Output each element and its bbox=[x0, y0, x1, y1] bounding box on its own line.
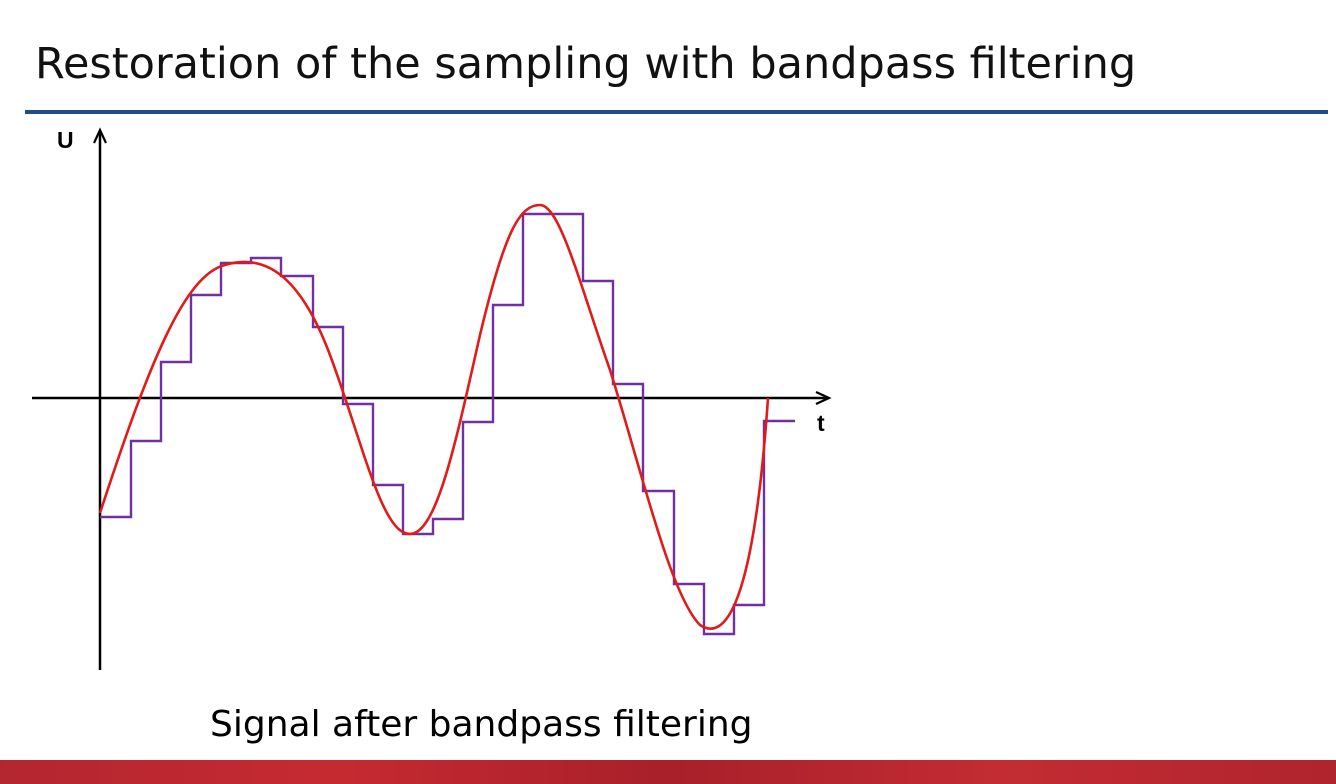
x-axis-arrowhead bbox=[815, 391, 832, 405]
footer-band bbox=[0, 760, 1336, 784]
y-axis-label: U bbox=[57, 127, 74, 153]
filtered-signal-curve bbox=[98, 203, 770, 630]
signal-diagram: U t bbox=[32, 127, 832, 670]
title-underline bbox=[25, 110, 1328, 114]
x-axis-label: t bbox=[817, 410, 825, 436]
y-axis-arrowhead bbox=[93, 127, 107, 144]
slide-title: Restoration of the sampling with bandpas… bbox=[35, 39, 1137, 89]
figure-caption: Signal after bandpass filtering bbox=[210, 704, 753, 745]
sampled-staircase-signal bbox=[100, 212, 795, 636]
